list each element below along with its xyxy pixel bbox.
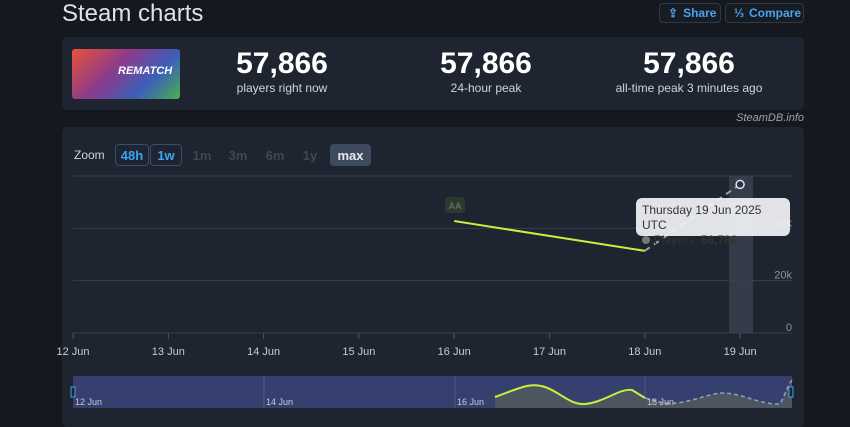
- zoom-button-6m: 6m: [265, 147, 285, 163]
- x-tick-label: 12 Jun: [56, 346, 89, 358]
- stat-players-now: 57,866 players right now: [236, 47, 328, 95]
- zoom-button-1y: 1y: [302, 147, 318, 163]
- annotation-badge: [445, 197, 465, 213]
- series-dot-icon: [642, 236, 650, 244]
- zoom-button-max[interactable]: max: [330, 144, 371, 166]
- series-line-0: [454, 220, 645, 252]
- navigator-area-dashed: [645, 380, 792, 408]
- navigator-tick-label: 18 Jun: [647, 397, 674, 407]
- y-tick-label: 0: [786, 322, 792, 334]
- compare-button[interactable]: ⅓ Compare: [725, 3, 804, 23]
- share-icon: ⇪: [668, 6, 679, 20]
- navigator-range: [73, 376, 792, 408]
- summary-card: REMATCH 57,866 players right now 57,866 24…: [62, 37, 804, 110]
- compare-icon: ⅓: [734, 6, 745, 20]
- tooltip-value: 56,780: [700, 233, 738, 247]
- x-tick-label: 16 Jun: [438, 346, 471, 358]
- navigator-tick-label: 12 Jun: [75, 397, 102, 407]
- x-tick-label: 15 Jun: [342, 346, 375, 358]
- steamdb-credit[interactable]: SteamDB.info: [736, 112, 804, 124]
- game-thumbnail[interactable]: REMATCH: [72, 49, 180, 99]
- page-title: Steam charts: [62, 0, 204, 27]
- chart-tooltip: Thursday 19 Jun 2025 UTC Players: 56,780: [636, 198, 790, 247]
- navigator-tick-label: 16 Jun: [457, 397, 484, 407]
- hover-point: [735, 179, 745, 190]
- tooltip-date: Thursday 19 Jun 2025 UTC: [642, 203, 762, 232]
- x-tick-label: 18 Jun: [628, 346, 661, 358]
- zoom-button-48h[interactable]: 48h: [115, 144, 149, 166]
- x-tick-label: 19 Jun: [724, 346, 757, 358]
- navigator-line: [494, 384, 646, 406]
- x-tick-label: 13 Jun: [152, 346, 185, 358]
- y-tick-label: 20k: [774, 270, 792, 282]
- x-tick-label: 14 Jun: [247, 346, 280, 358]
- zoom-label: Zoom: [74, 148, 105, 162]
- annotation-label: AA: [449, 201, 462, 211]
- zoom-button-1m: 1m: [192, 147, 212, 163]
- navigator-handle[interactable]: [70, 386, 76, 398]
- x-tick-label: 17 Jun: [533, 346, 566, 358]
- navigator-handle[interactable]: [788, 386, 794, 398]
- stat-24h-peak: 57,866 24-hour peak: [440, 47, 532, 95]
- stat-all-time-peak: 57,866 all-time peak 3 minutes ago: [615, 47, 763, 95]
- zoom-button-3m: 3m: [228, 147, 248, 163]
- share-button[interactable]: ⇪ Share: [659, 3, 721, 23]
- navigator-tick-label: 14 Jun: [266, 397, 293, 407]
- zoom-button-1w[interactable]: 1w: [150, 144, 182, 166]
- navigator-area: [495, 385, 645, 408]
